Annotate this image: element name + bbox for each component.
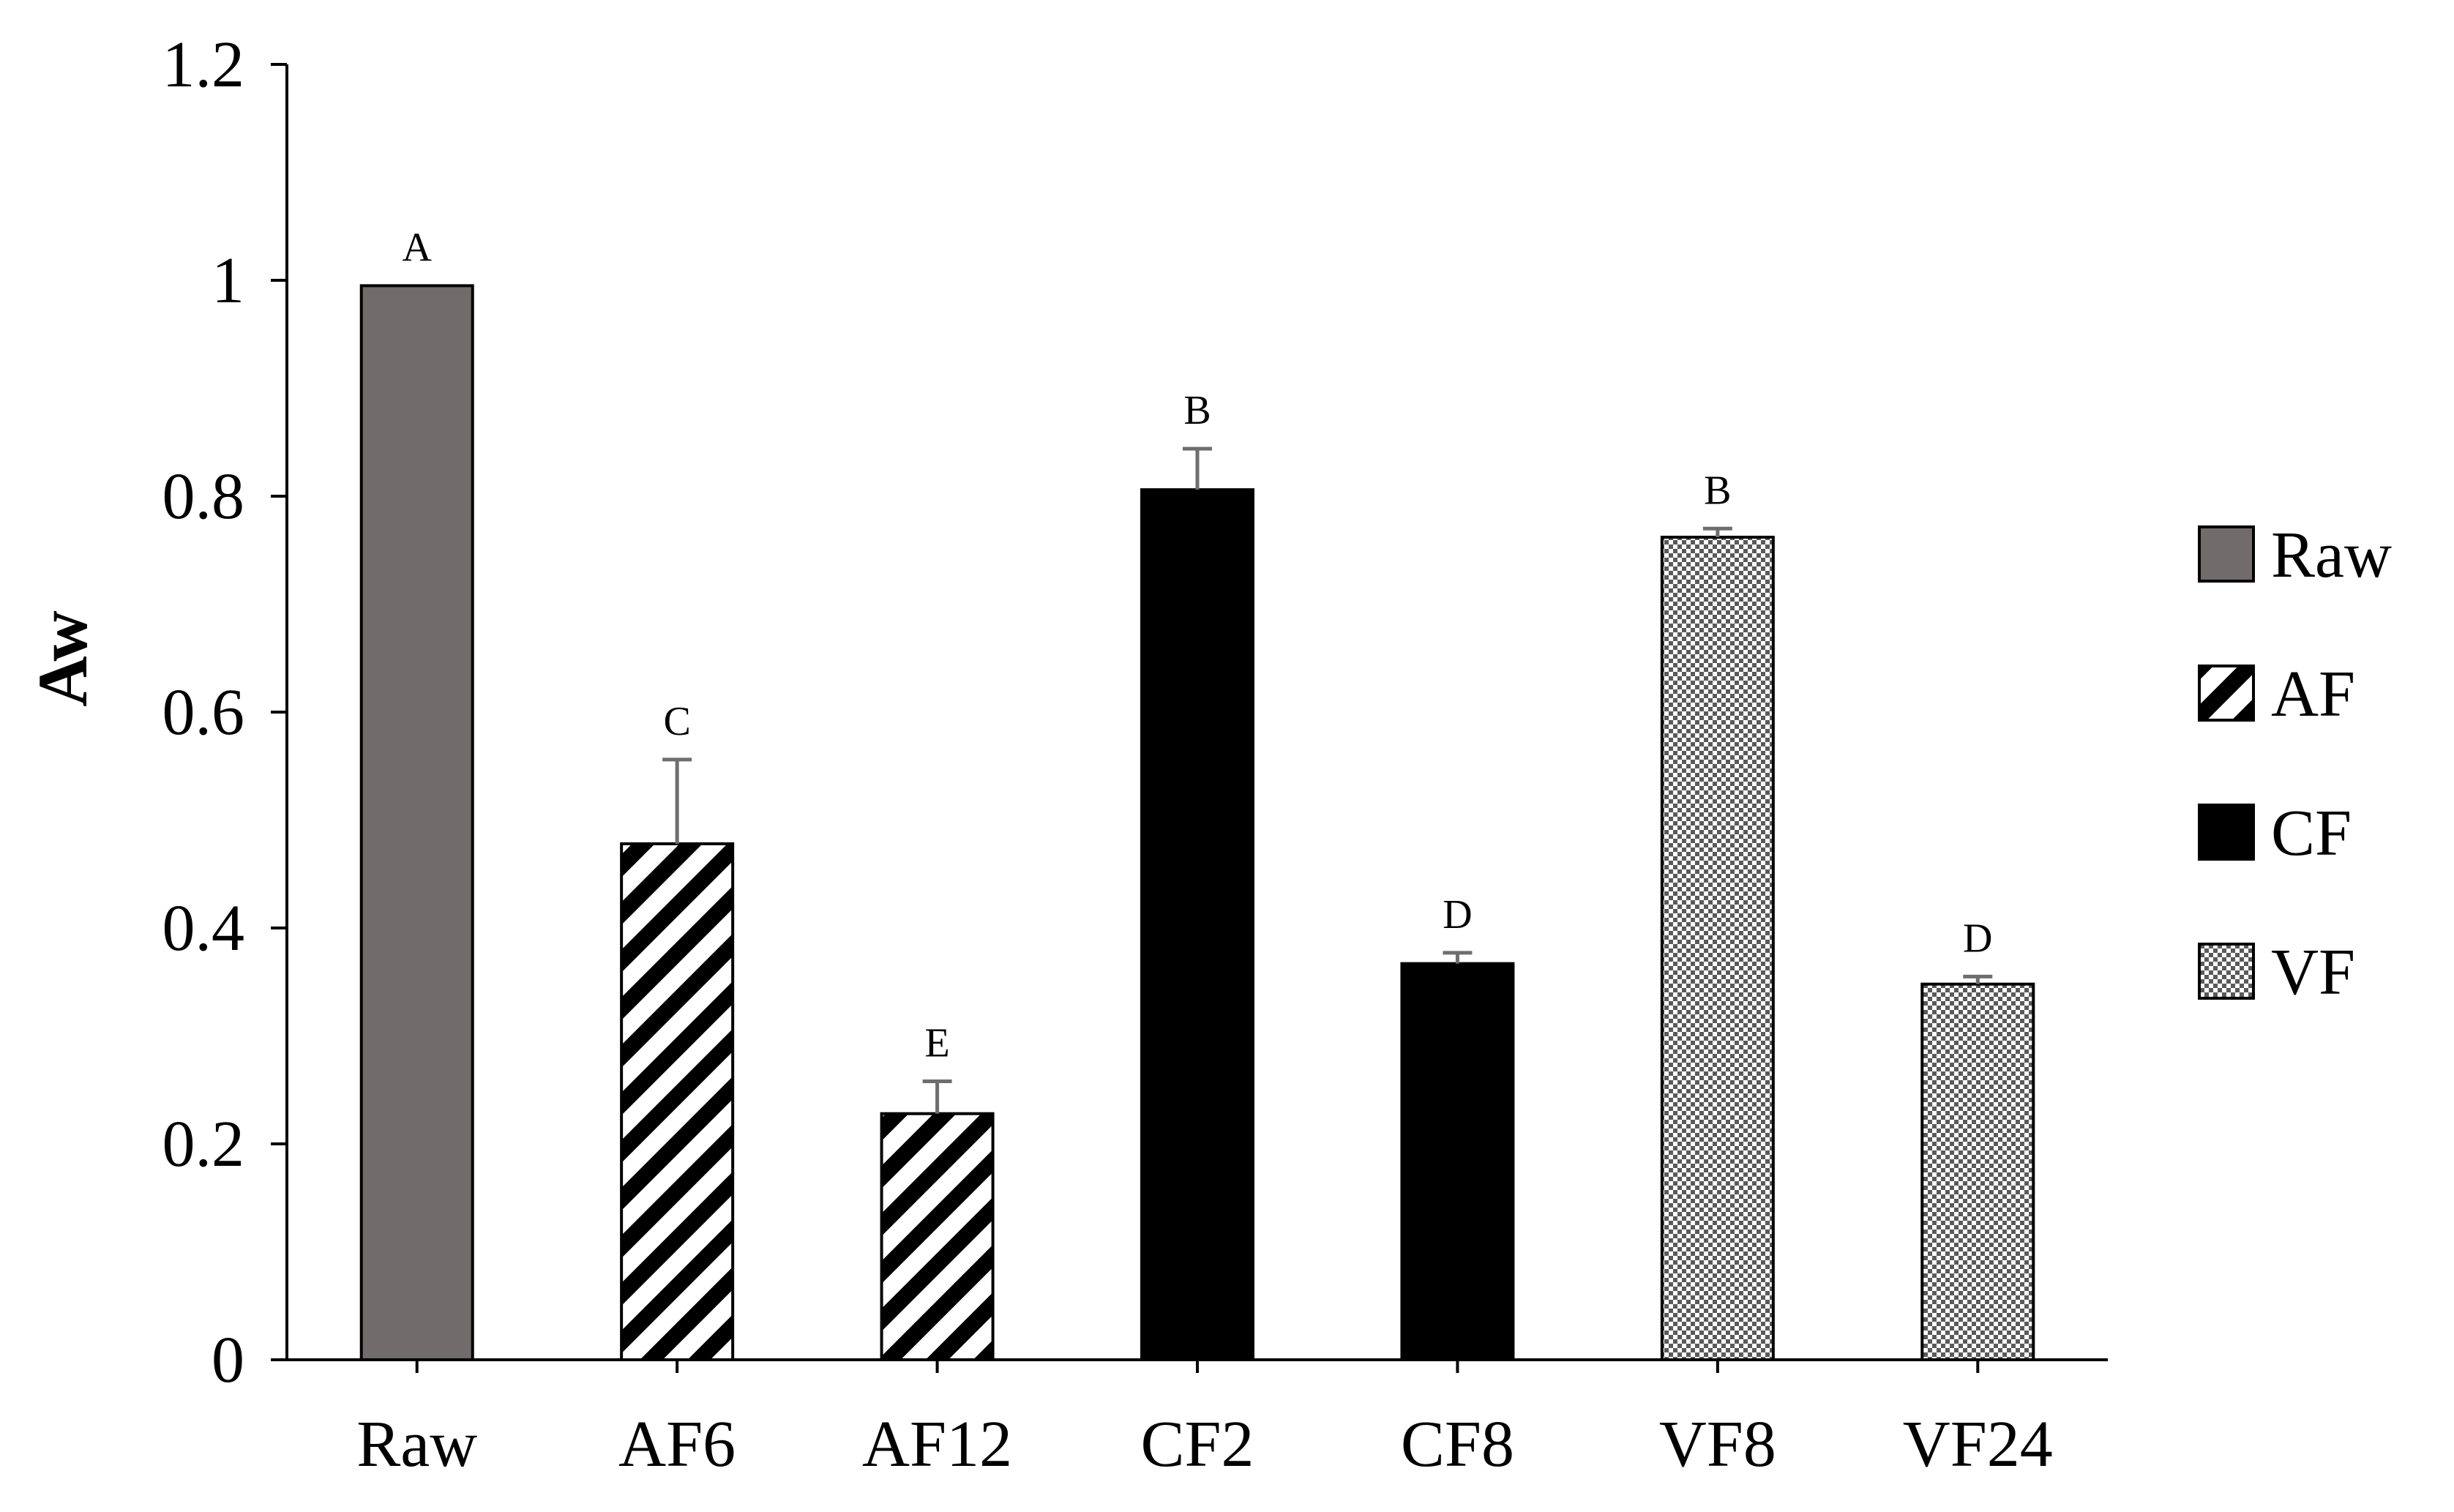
legend-label-raw: Raw	[2271, 519, 2392, 591]
significance-label-cf2: B	[1183, 388, 1211, 433]
legend: Raw AF CF VF	[2198, 519, 2392, 1008]
y-tick-label: 0.4	[162, 892, 245, 965]
significance-label-vf8: B	[1704, 468, 1731, 513]
significance-label-vf24: D	[1963, 916, 1992, 961]
x-axis-labels: Raw AF6 AF12 CF2 CF8 VF8 VF24	[356, 1360, 2053, 1481]
legend-swatch-vf	[2198, 943, 2255, 1000]
bars	[359, 284, 2035, 1362]
significance-label-af12: E	[924, 1020, 949, 1066]
y-tick-label: 0.8	[162, 460, 245, 533]
y-tick-label: 1.2	[162, 29, 245, 101]
x-tick-label-vf8: VF8	[1659, 1408, 1776, 1481]
x-tick-label-af6: AF6	[618, 1408, 736, 1481]
y-tick-label: 1	[212, 244, 244, 317]
significance-labels: A C E B D B D	[402, 225, 1992, 1066]
x-tick-label-vf24: VF24	[1903, 1408, 2053, 1481]
significance-label-af6: C	[663, 699, 690, 744]
legend-swatch-cf	[2198, 804, 2255, 861]
x-tick-label-cf8: CF8	[1401, 1408, 1514, 1481]
legend-label-vf: VF	[2271, 936, 2355, 1008]
bar-vf24	[1920, 982, 2035, 1361]
legend-label-cf: CF	[2271, 797, 2352, 869]
legend-swatch-af	[2198, 665, 2255, 722]
significance-label-raw: A	[402, 225, 432, 270]
x-tick-label-raw: Raw	[356, 1408, 477, 1481]
y-tick-label: 0	[212, 1324, 244, 1396]
bar-af6	[620, 842, 735, 1361]
significance-label-cf8: D	[1443, 892, 1472, 937]
y-tick-label: 0.6	[162, 676, 245, 749]
bar-cf8	[1400, 962, 1515, 1362]
bar-vf8	[1660, 536, 1775, 1361]
x-tick-label-af12: AF12	[862, 1408, 1012, 1481]
bar-raw	[359, 284, 474, 1361]
y-axis-title: Aw	[23, 610, 102, 707]
bar-af12	[880, 1112, 995, 1361]
y-tick-label: 0.2	[162, 1108, 245, 1180]
x-tick-label-cf2: CF2	[1140, 1408, 1254, 1481]
legend-swatch-raw	[2198, 525, 2255, 583]
bar-cf2	[1140, 488, 1254, 1361]
legend-label-af: AF	[2271, 658, 2355, 730]
error-bars	[662, 446, 1993, 1114]
y-axis-ticks: 0 0.2 0.4 0.6 0.8 1 1.2	[162, 29, 287, 1396]
